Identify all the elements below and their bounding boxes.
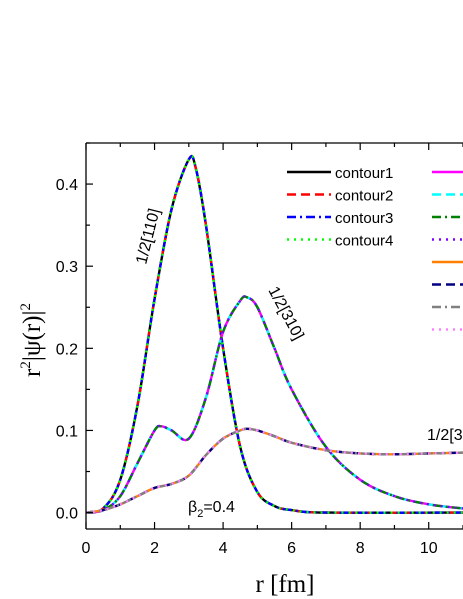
- series-line: [86, 154, 463, 514]
- series-line: [86, 295, 463, 514]
- legend-label: contour4: [335, 233, 393, 250]
- annotations: 1/2[110] 1/2[310] 1/2[3 β2=0.4: [133, 207, 462, 520]
- series-line: [86, 154, 463, 514]
- y-tick-label: 0.2: [56, 341, 78, 358]
- y-tick-label: 0.4: [56, 177, 78, 194]
- y-tick-label: 0.0: [56, 506, 78, 523]
- series-line: [86, 295, 463, 514]
- series-line: [86, 295, 463, 514]
- deformation-label: β2=0.4: [188, 499, 235, 520]
- series-curves: [86, 154, 463, 514]
- legend-label: contour3: [335, 210, 393, 227]
- series-line: [86, 154, 463, 514]
- curve-label-310: 1/2[310]: [264, 284, 306, 343]
- x-tick-label: 8: [356, 540, 365, 557]
- x-axis-title: r [fm]: [256, 571, 315, 598]
- x-tick-label: 4: [219, 540, 228, 557]
- x-tick-label: 10: [420, 540, 438, 557]
- x-tick-label: 6: [287, 540, 296, 557]
- axes: [85, 142, 463, 530]
- series-line: [86, 295, 463, 514]
- x-tick-label: 2: [150, 540, 159, 557]
- y-axis-title: r2|ψ(r)|2: [18, 303, 46, 377]
- x-tick-label: 0: [82, 540, 91, 557]
- y-tick-label: 0.1: [56, 423, 78, 440]
- curve-label-3: 1/2[3: [427, 427, 463, 444]
- series-line: [86, 427, 463, 514]
- curve-label-110: 1/2[110]: [133, 207, 163, 266]
- legend-label: contour2: [335, 188, 393, 205]
- series-line: [86, 154, 463, 514]
- y-tick-label: 0.3: [56, 259, 78, 276]
- legend: contour1 contour2 contour3 contour4: [287, 165, 463, 331]
- legend-label: contour1: [335, 165, 393, 182]
- ticks: 0 2 4 6 8 10 0.0 0.1 0.2 0.3 0.4: [56, 142, 463, 557]
